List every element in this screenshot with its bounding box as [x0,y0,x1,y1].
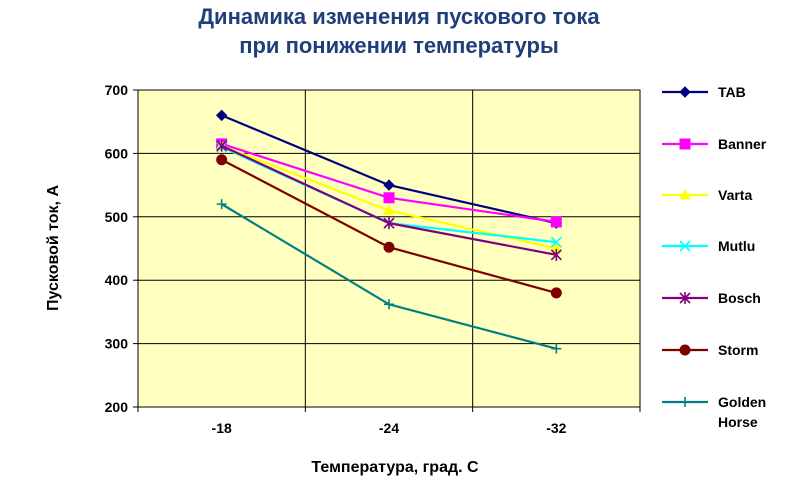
chart-title-line-1: Динамика изменения пускового тока [198,4,600,29]
legend-item: Storm [662,342,758,358]
legend-label: Storm [718,342,758,358]
y-tick-label: 700 [105,82,129,98]
legend-label: TAB [718,84,746,100]
data-point [550,248,562,261]
y-tick-label: 400 [105,272,129,288]
legend-item: Bosch [662,290,761,306]
data-point [550,236,562,248]
data-point [216,154,228,166]
legend-marker [679,292,691,304]
legend-label: Bosch [718,290,761,306]
series-4 [216,139,562,261]
series-layer [215,109,563,354]
x-tick-label: -18 [212,420,232,436]
legend-marker [679,240,691,252]
data-point [216,139,228,152]
y-axis-ticks: 200 300 400 500 600 700 [105,82,138,415]
legend-label: Banner [718,136,767,152]
legend-item: Varta [662,187,752,203]
x-tick-label: -32 [546,420,566,436]
x-tick-label: -24 [379,420,399,436]
legend-marker [679,86,691,98]
legend-label: Varta [718,187,752,203]
series-5 [216,154,562,299]
x-axis-title: Температура, град. С [311,459,479,476]
data-point [216,199,227,210]
legend-marker [679,344,691,356]
y-tick-label: 500 [105,209,129,225]
data-point [384,299,394,310]
data-point [550,216,562,228]
legend-marker [679,138,691,150]
x-axis-ticks: -18 -24 -32 [137,407,641,436]
legend-item: Golden Horse [662,394,766,430]
legend-label: Horse [718,414,758,430]
y-axis-title: Пусковой ток, А [45,185,62,311]
data-point [551,343,562,354]
data-point [383,179,395,191]
legend-label: Golden [718,394,766,410]
data-point [383,217,395,230]
legend-item: Mutlu [662,238,755,254]
series-6 [216,199,562,354]
data-point [215,109,228,122]
legend-marker [680,397,690,407]
y-tick-label: 600 [105,145,129,161]
data-point [383,241,395,253]
legend-label: Mutlu [718,238,755,254]
data-point [550,287,562,299]
data-point [383,192,395,204]
legend: TAB Banner Varta Mutlu Bosch Storm Golden Horse [662,84,767,430]
legend-item: TAB [662,84,746,100]
legend-item: Banner [662,136,767,152]
chart-title-line-2: при понижении температуры [239,33,559,58]
data-point [383,204,395,215]
legend-marker [679,188,691,200]
y-tick-label: 300 [105,336,129,352]
plot-frame [137,89,641,408]
y-tick-label: 200 [105,399,129,415]
